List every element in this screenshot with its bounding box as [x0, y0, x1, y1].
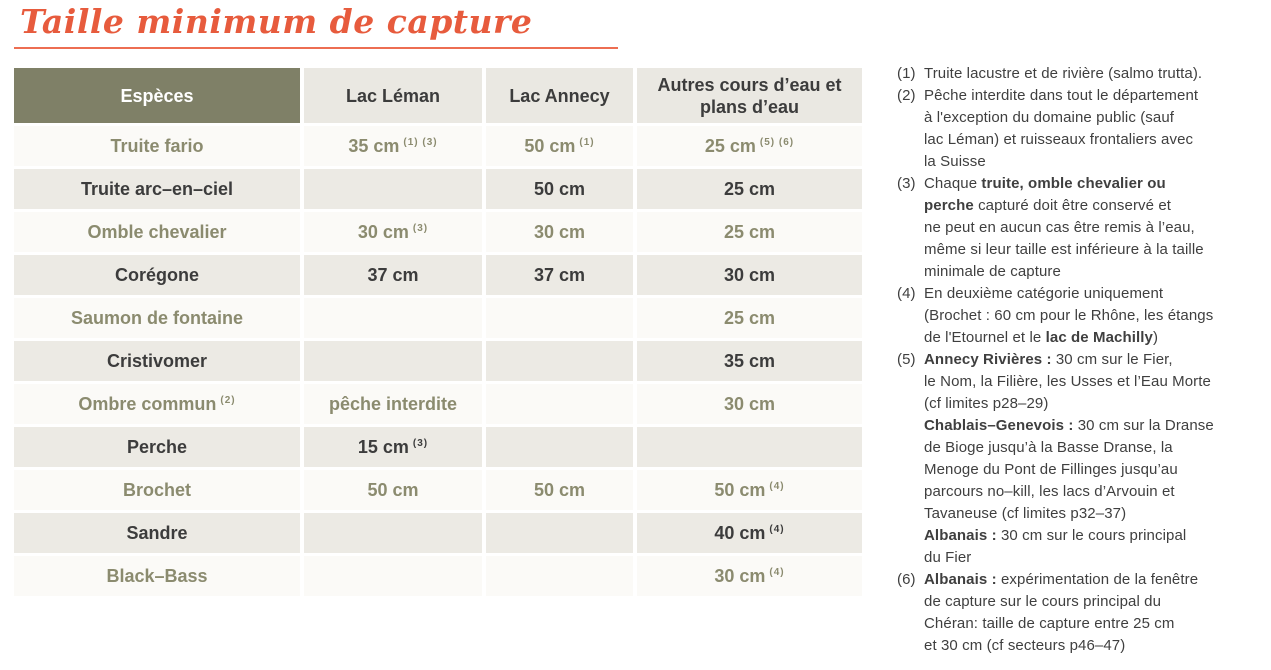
footnote-ref: (4)	[769, 566, 785, 578]
footnote-text: Chaque truite, omble chevalier ou perche …	[924, 175, 1204, 280]
leman-cell	[304, 298, 482, 338]
species-cell: Cristivomer	[14, 341, 300, 381]
autres-cell	[637, 427, 862, 467]
annecy-cell	[486, 556, 633, 596]
leman-cell: pêche interdite	[304, 384, 482, 424]
table-row: Brochet 50 cm 50 cm 50 cm (4)	[14, 470, 862, 510]
footnote-number: (6)	[897, 571, 916, 588]
annecy-cell: 50 cm	[486, 169, 633, 209]
footnote-ref: (4)	[769, 523, 785, 535]
species-table-body: Truite fario 35 cm (1) (3) 50 cm (1) 25 cm (5)…	[14, 126, 862, 596]
min-size-table-wrap: Espèces Lac Léman Lac Annecy Autres cour…	[14, 68, 862, 596]
annecy-cell: 37 cm	[486, 255, 633, 295]
table-row: Truite fario 35 cm (1) (3) 50 cm (1) 25 cm (5)…	[14, 126, 862, 166]
autres-cell: 30 cm (4)	[637, 556, 862, 596]
autres-cell: 25 cm	[637, 169, 862, 209]
table-row: Ombre commun (2) pêche interdite 30 cm	[14, 384, 862, 424]
min-size-table: Espèces Lac Léman Lac Annecy Autres cour…	[10, 65, 866, 599]
footnote: (2) Pêche interdite dans tout le départem…	[897, 85, 1271, 173]
leman-cell: 15 cm (3)	[304, 427, 482, 467]
annecy-cell	[486, 513, 633, 553]
annecy-cell	[486, 341, 633, 381]
footnote-text: Truite lacustre et de rivière (salmo tru…	[924, 65, 1203, 82]
leman-cell: 50 cm	[304, 470, 482, 510]
leman-cell: 30 cm (3)	[304, 212, 482, 252]
annecy-cell	[486, 298, 633, 338]
autres-cell: 30 cm	[637, 255, 862, 295]
annecy-cell	[486, 384, 633, 424]
annecy-cell	[486, 427, 633, 467]
annecy-cell: 30 cm	[486, 212, 633, 252]
species-cell: Saumon de fontaine	[14, 298, 300, 338]
autres-cell: 50 cm (4)	[637, 470, 862, 510]
leman-cell	[304, 556, 482, 596]
footnote: (4) En deuxième catégorie uniquement (Broc…	[897, 283, 1271, 349]
footnote-ref: (1)	[579, 136, 595, 148]
annecy-cell: 50 cm	[486, 470, 633, 510]
footnote-ref: (4)	[769, 480, 785, 492]
table-row: Saumon de fontaine 25 cm	[14, 298, 862, 338]
species-cell: Ombre commun (2)	[14, 384, 300, 424]
footnote-ref: (5) (6)	[759, 136, 795, 148]
footnotes-list: (1) Truite lacustre et de rivière (salmo …	[897, 63, 1271, 657]
species-cell: Perche	[14, 427, 300, 467]
table-row: Sandre 40 cm (4)	[14, 513, 862, 553]
autres-cell: 40 cm (4)	[637, 513, 862, 553]
species-cell: Corégone	[14, 255, 300, 295]
footnote-number: (2)	[897, 87, 916, 104]
footnote-number: (4)	[897, 285, 916, 302]
table-row: Cristivomer 35 cm	[14, 341, 862, 381]
leman-cell: 35 cm (1) (3)	[304, 126, 482, 166]
column-header-autres-cours-eau: Autres cours d’eau et plans d’eau	[637, 68, 862, 123]
table-row: Perche 15 cm (3)	[14, 427, 862, 467]
footnote-text: En deuxième catégorie uniquement (Brochet…	[924, 285, 1214, 346]
table-row: Black–Bass 30 cm (4)	[14, 556, 862, 596]
footnote: (5) Annecy Rivières : 30 cm sur le Fier, l…	[897, 349, 1271, 569]
footnote: (3) Chaque truite, omble chevalier ou perc…	[897, 173, 1271, 283]
table-row: Corégone 37 cm 37 cm 30 cm	[14, 255, 862, 295]
footnote-ref: (3)	[412, 222, 429, 234]
species-cell: Brochet	[14, 470, 300, 510]
leman-cell	[304, 341, 482, 381]
footnote-number: (3)	[897, 175, 916, 192]
footnote: (6) Albanais : expérimentation de la fenê…	[897, 569, 1271, 657]
species-cell: Truite fario	[14, 126, 300, 166]
species-cell: Black–Bass	[14, 556, 300, 596]
title-block: Taille minimum de capture	[14, 0, 618, 49]
annecy-cell: 50 cm (1)	[486, 126, 633, 166]
autres-cell: 35 cm	[637, 341, 862, 381]
species-cell: Sandre	[14, 513, 300, 553]
leman-cell	[304, 513, 482, 553]
footnote-number: (1)	[897, 65, 916, 82]
footnote-ref: (3)	[412, 437, 429, 449]
species-cell: Omble chevalier	[14, 212, 300, 252]
species-cell: Truite arc–en–ciel	[14, 169, 300, 209]
footnote-text: Annecy Rivières : 30 cm sur le Fier, le N…	[924, 351, 1214, 566]
autres-cell: 25 cm	[637, 298, 862, 338]
footnote-ref: (2)	[220, 394, 236, 406]
footnote-ref: (1) (3)	[403, 136, 438, 148]
leman-cell	[304, 169, 482, 209]
footnote-text: Albanais : expérimentation de la fenêtre…	[924, 571, 1199, 654]
footnote-text: Pêche interdite dans tout le département…	[924, 87, 1199, 170]
column-header-especes: Espèces	[14, 68, 300, 123]
column-header-lac-annecy: Lac Annecy	[486, 68, 633, 123]
autres-cell: 25 cm (5) (6)	[637, 126, 862, 166]
table-row: Omble chevalier 30 cm (3) 30 cm 25 cm	[14, 212, 862, 252]
footnote-number: (5)	[897, 351, 916, 368]
autres-cell: 30 cm	[637, 384, 862, 424]
leman-cell: 37 cm	[304, 255, 482, 295]
page-title: Taille minimum de capture	[20, 2, 533, 41]
footnote: (1) Truite lacustre et de rivière (salmo …	[897, 63, 1271, 85]
table-row: Truite arc–en–ciel 50 cm 25 cm	[14, 169, 862, 209]
header-row: Espèces Lac Léman Lac Annecy Autres cour…	[14, 68, 862, 123]
autres-cell: 25 cm	[637, 212, 862, 252]
column-header-lac-leman: Lac Léman	[304, 68, 482, 123]
